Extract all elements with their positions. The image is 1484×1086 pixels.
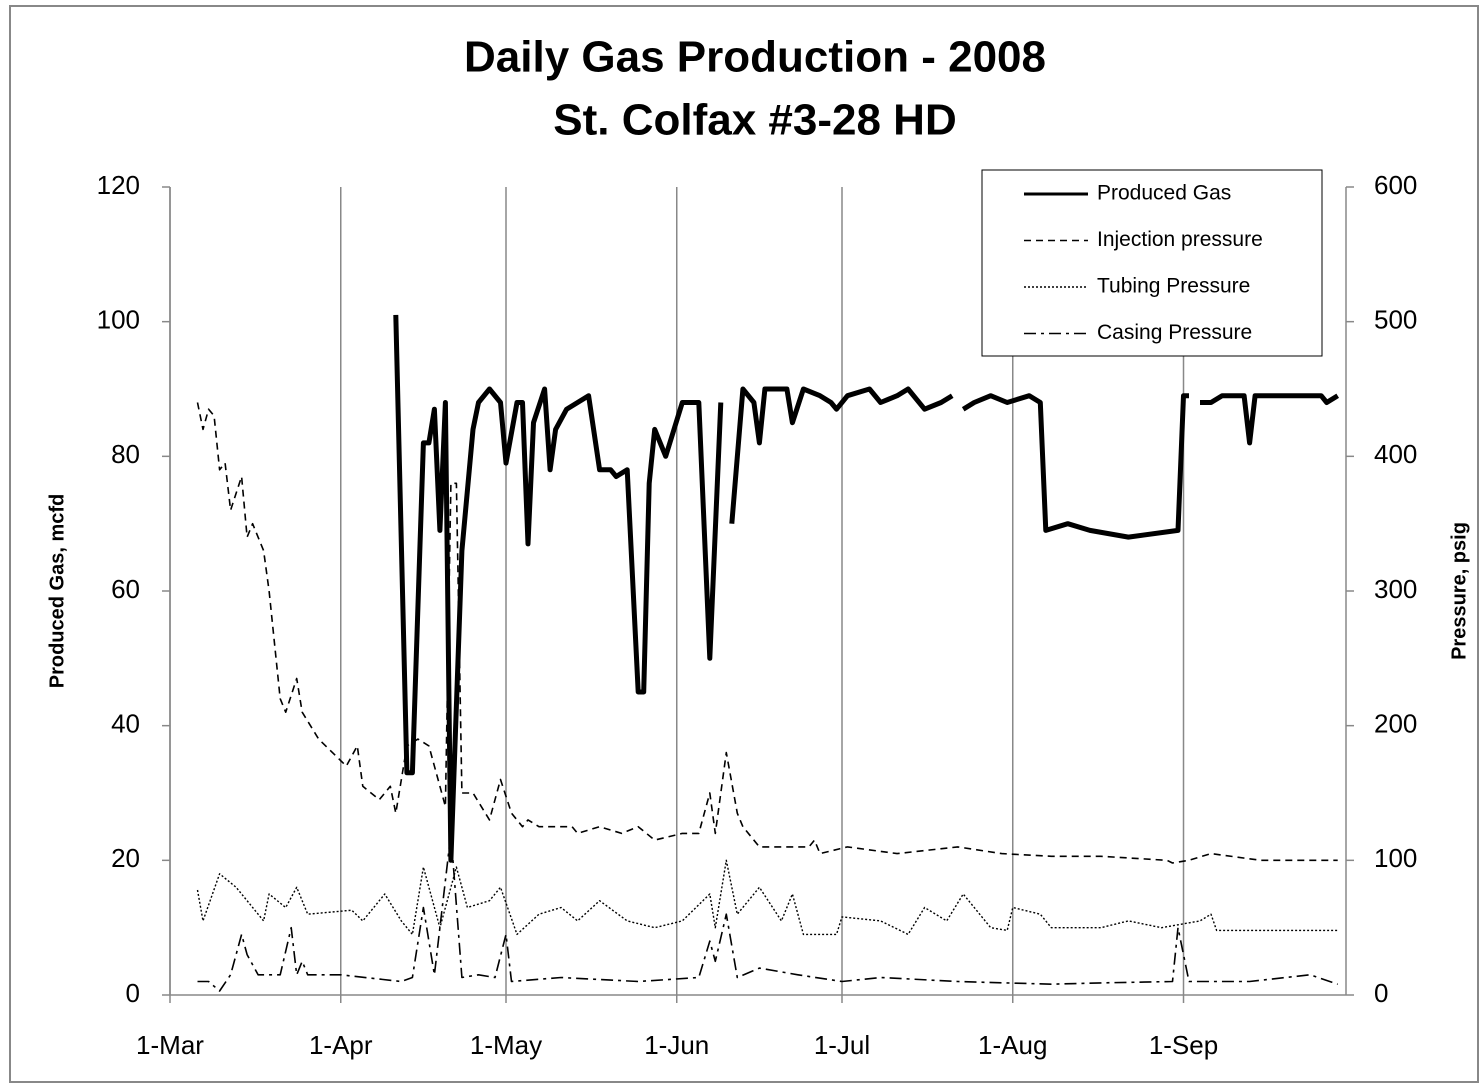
y2-tick-label: 600 (1374, 170, 1417, 200)
y-tick-label: 120 (97, 170, 140, 200)
y2-tick-label: 0 (1374, 978, 1388, 1008)
x-tick-label: 1-Jul (814, 1030, 870, 1060)
y-tick-label: 80 (111, 439, 140, 469)
y-axis-title: Produced Gas, mcfd (46, 494, 68, 689)
legend-label: Produced Gas (1097, 182, 1231, 205)
legend-label: Casing Pressure (1097, 321, 1252, 344)
chart-title: Daily Gas Production - 2008 (464, 33, 1046, 82)
data-line (196, 402, 1338, 864)
legend-label: Injection pressure (1097, 228, 1263, 251)
chart-frame (9, 5, 1479, 1083)
y-tick-label: 20 (111, 843, 140, 873)
data-line (196, 859, 1338, 936)
y-tick-label: 40 (111, 709, 140, 739)
x-tick-label: 1-Mar (136, 1030, 204, 1060)
y2-tick-label: 500 (1374, 305, 1417, 335)
y2-tick-label: 200 (1374, 709, 1417, 739)
y-tick-label: 0 (126, 978, 140, 1008)
y-tick-label: 100 (97, 305, 140, 335)
y2-tick-label: 100 (1374, 843, 1417, 873)
legend-box (981, 169, 1323, 357)
y-tick-label: 60 (111, 574, 140, 604)
data-line (393, 314, 1340, 863)
x-tick-label: 1-May (470, 1030, 542, 1060)
y2-tick-label: 400 (1374, 439, 1417, 469)
legend-label: Tubing Pressure (1097, 275, 1250, 298)
y2-tick-label: 300 (1374, 574, 1417, 604)
x-tick-label: 1-Jun (644, 1030, 709, 1060)
chart-subtitle: St. Colfax #3-28 HD (553, 96, 956, 145)
y2-axis-title: Pressure, psig (1448, 522, 1470, 660)
data-line (197, 832, 1338, 992)
x-tick-label: 1-Apr (309, 1030, 373, 1060)
x-tick-label: 1-Aug (978, 1030, 1047, 1060)
x-tick-label: 1-Sep (1149, 1030, 1218, 1060)
